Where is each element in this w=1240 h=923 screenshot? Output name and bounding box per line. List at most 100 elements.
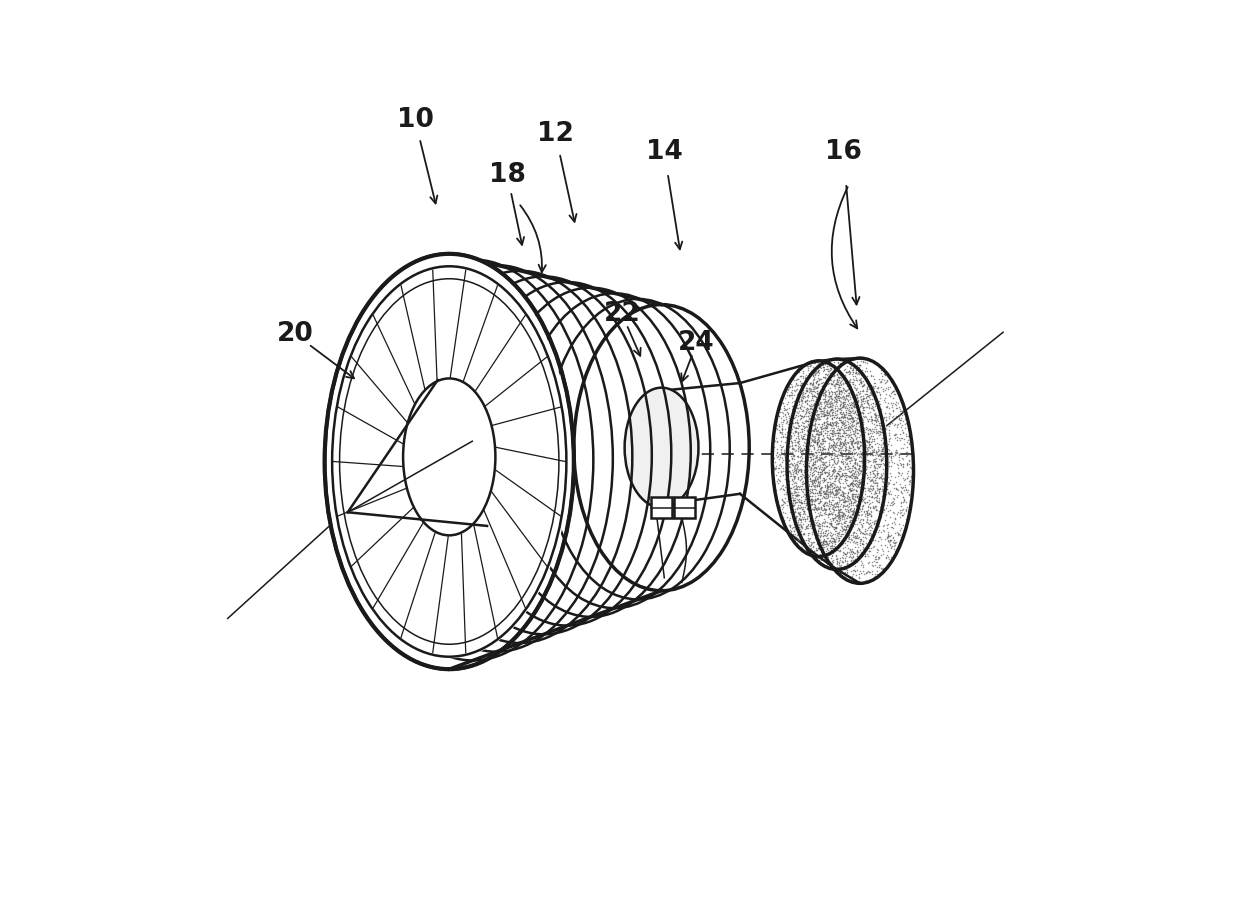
Point — [833, 566, 853, 581]
Point — [792, 446, 812, 461]
Point — [791, 472, 811, 486]
Point — [815, 455, 835, 470]
Point — [838, 526, 858, 541]
Point — [856, 444, 875, 459]
Point — [849, 523, 869, 538]
Point — [903, 473, 923, 488]
Point — [853, 451, 873, 466]
Point — [826, 419, 846, 434]
Point — [869, 491, 889, 506]
Point — [827, 423, 847, 438]
Point — [867, 555, 887, 569]
Point — [776, 485, 796, 499]
Point — [837, 497, 857, 512]
Point — [848, 490, 868, 505]
Point — [782, 415, 802, 430]
Point — [780, 414, 800, 429]
Point — [827, 455, 847, 470]
Point — [849, 466, 869, 481]
Point — [848, 464, 868, 479]
Point — [826, 392, 846, 407]
Point — [802, 465, 822, 480]
Point — [820, 431, 839, 446]
Point — [851, 413, 870, 427]
Point — [831, 522, 851, 537]
Point — [852, 453, 872, 468]
Point — [857, 448, 877, 462]
Point — [887, 398, 906, 413]
Point — [799, 445, 818, 460]
Point — [794, 511, 813, 526]
Point — [823, 428, 843, 443]
Point — [773, 482, 792, 497]
Point — [821, 438, 841, 452]
Point — [873, 381, 893, 396]
Point — [832, 400, 852, 414]
Point — [848, 440, 868, 455]
Point — [841, 380, 861, 395]
Point — [835, 426, 854, 440]
Point — [894, 494, 914, 509]
Point — [837, 547, 857, 562]
Point — [816, 412, 836, 426]
Point — [815, 462, 835, 476]
Point — [828, 507, 848, 521]
Point — [898, 511, 918, 526]
Point — [811, 471, 831, 485]
Point — [777, 425, 797, 439]
Point — [781, 427, 801, 442]
Point — [765, 462, 785, 476]
Point — [837, 546, 857, 561]
Point — [802, 462, 822, 476]
Point — [848, 545, 868, 559]
Point — [857, 443, 877, 458]
Point — [853, 459, 873, 473]
Point — [805, 434, 825, 449]
Point — [882, 452, 901, 467]
Point — [839, 385, 859, 400]
Point — [801, 462, 821, 477]
Point — [839, 408, 859, 423]
Point — [787, 492, 807, 507]
Point — [862, 558, 882, 573]
Point — [821, 557, 841, 571]
Point — [895, 404, 915, 419]
Point — [877, 455, 897, 470]
Point — [852, 518, 872, 533]
Point — [821, 362, 841, 377]
Point — [795, 506, 815, 521]
Point — [802, 497, 822, 511]
Point — [770, 402, 790, 416]
Point — [897, 516, 916, 531]
Point — [846, 378, 866, 392]
Point — [877, 400, 897, 414]
Point — [856, 462, 875, 476]
Point — [797, 439, 817, 454]
Point — [839, 428, 859, 443]
Point — [794, 370, 813, 385]
Point — [831, 448, 851, 462]
Point — [827, 543, 847, 557]
Point — [791, 463, 811, 478]
Point — [795, 447, 815, 462]
Point — [890, 523, 910, 538]
Point — [777, 473, 797, 487]
Point — [830, 359, 849, 374]
Point — [854, 425, 874, 439]
Bar — [651, 497, 672, 518]
Point — [807, 381, 827, 396]
Point — [791, 467, 811, 482]
Point — [806, 402, 826, 417]
Point — [799, 479, 818, 494]
Point — [766, 468, 786, 483]
Point — [784, 492, 804, 507]
Point — [823, 480, 843, 495]
Point — [831, 383, 851, 398]
Point — [822, 445, 842, 460]
Point — [844, 516, 864, 531]
Point — [857, 460, 877, 474]
Point — [777, 483, 797, 497]
Point — [863, 379, 883, 394]
Point — [779, 419, 799, 434]
Point — [863, 529, 883, 544]
